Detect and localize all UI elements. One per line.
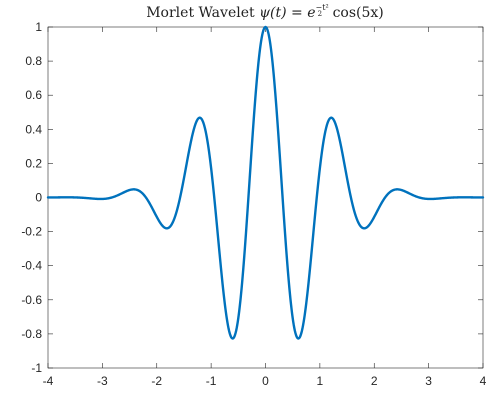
x-axis-ticks: -4 -3 -2 -1 0 1 2 3 4 [43, 27, 487, 388]
y-tick-label: 0.6 [25, 88, 42, 102]
y-tick-label: 0.2 [25, 156, 42, 170]
y-tick-label: 0.8 [25, 54, 42, 68]
y-tick-label: -1 [31, 361, 42, 375]
y-tick-label: -0.6 [21, 293, 42, 307]
title-exponent-numerator: −t² [316, 3, 329, 12]
title-psi: ψ(t) = e [259, 5, 315, 21]
title-suffix: cos(5x) [328, 5, 384, 21]
y-axis-ticks: -1 -0.8 -0.6 -0.4 -0.2 0 0.2 0.4 0.6 0.8 1 [21, 20, 483, 375]
y-tick-label: 1 [35, 20, 42, 34]
x-tick-label: -3 [97, 374, 108, 388]
x-tick-label: 0 [262, 374, 269, 388]
chart-title: Morlet Wavelet ψ(t) = e−t² 2 cos(5x) [146, 3, 384, 21]
x-tick-label: -1 [206, 374, 217, 388]
title-prefix: Morlet Wavelet [146, 5, 259, 21]
y-tick-label: -0.4 [21, 259, 42, 273]
x-tick-label: 4 [480, 374, 487, 388]
x-tick-label: -2 [151, 374, 162, 388]
x-tick-label: -4 [43, 374, 54, 388]
y-tick-label: -0.8 [21, 327, 42, 341]
y-tick-label: 0 [35, 191, 42, 205]
x-tick-label: 3 [425, 374, 432, 388]
title-exponent-denominator: 2 [318, 10, 322, 18]
y-tick-label: -0.2 [21, 225, 42, 239]
y-tick-label: 0.4 [25, 122, 42, 136]
x-tick-label: 1 [317, 374, 324, 388]
x-tick-label: 2 [371, 374, 378, 388]
series-line-morlet [46, 25, 485, 340]
